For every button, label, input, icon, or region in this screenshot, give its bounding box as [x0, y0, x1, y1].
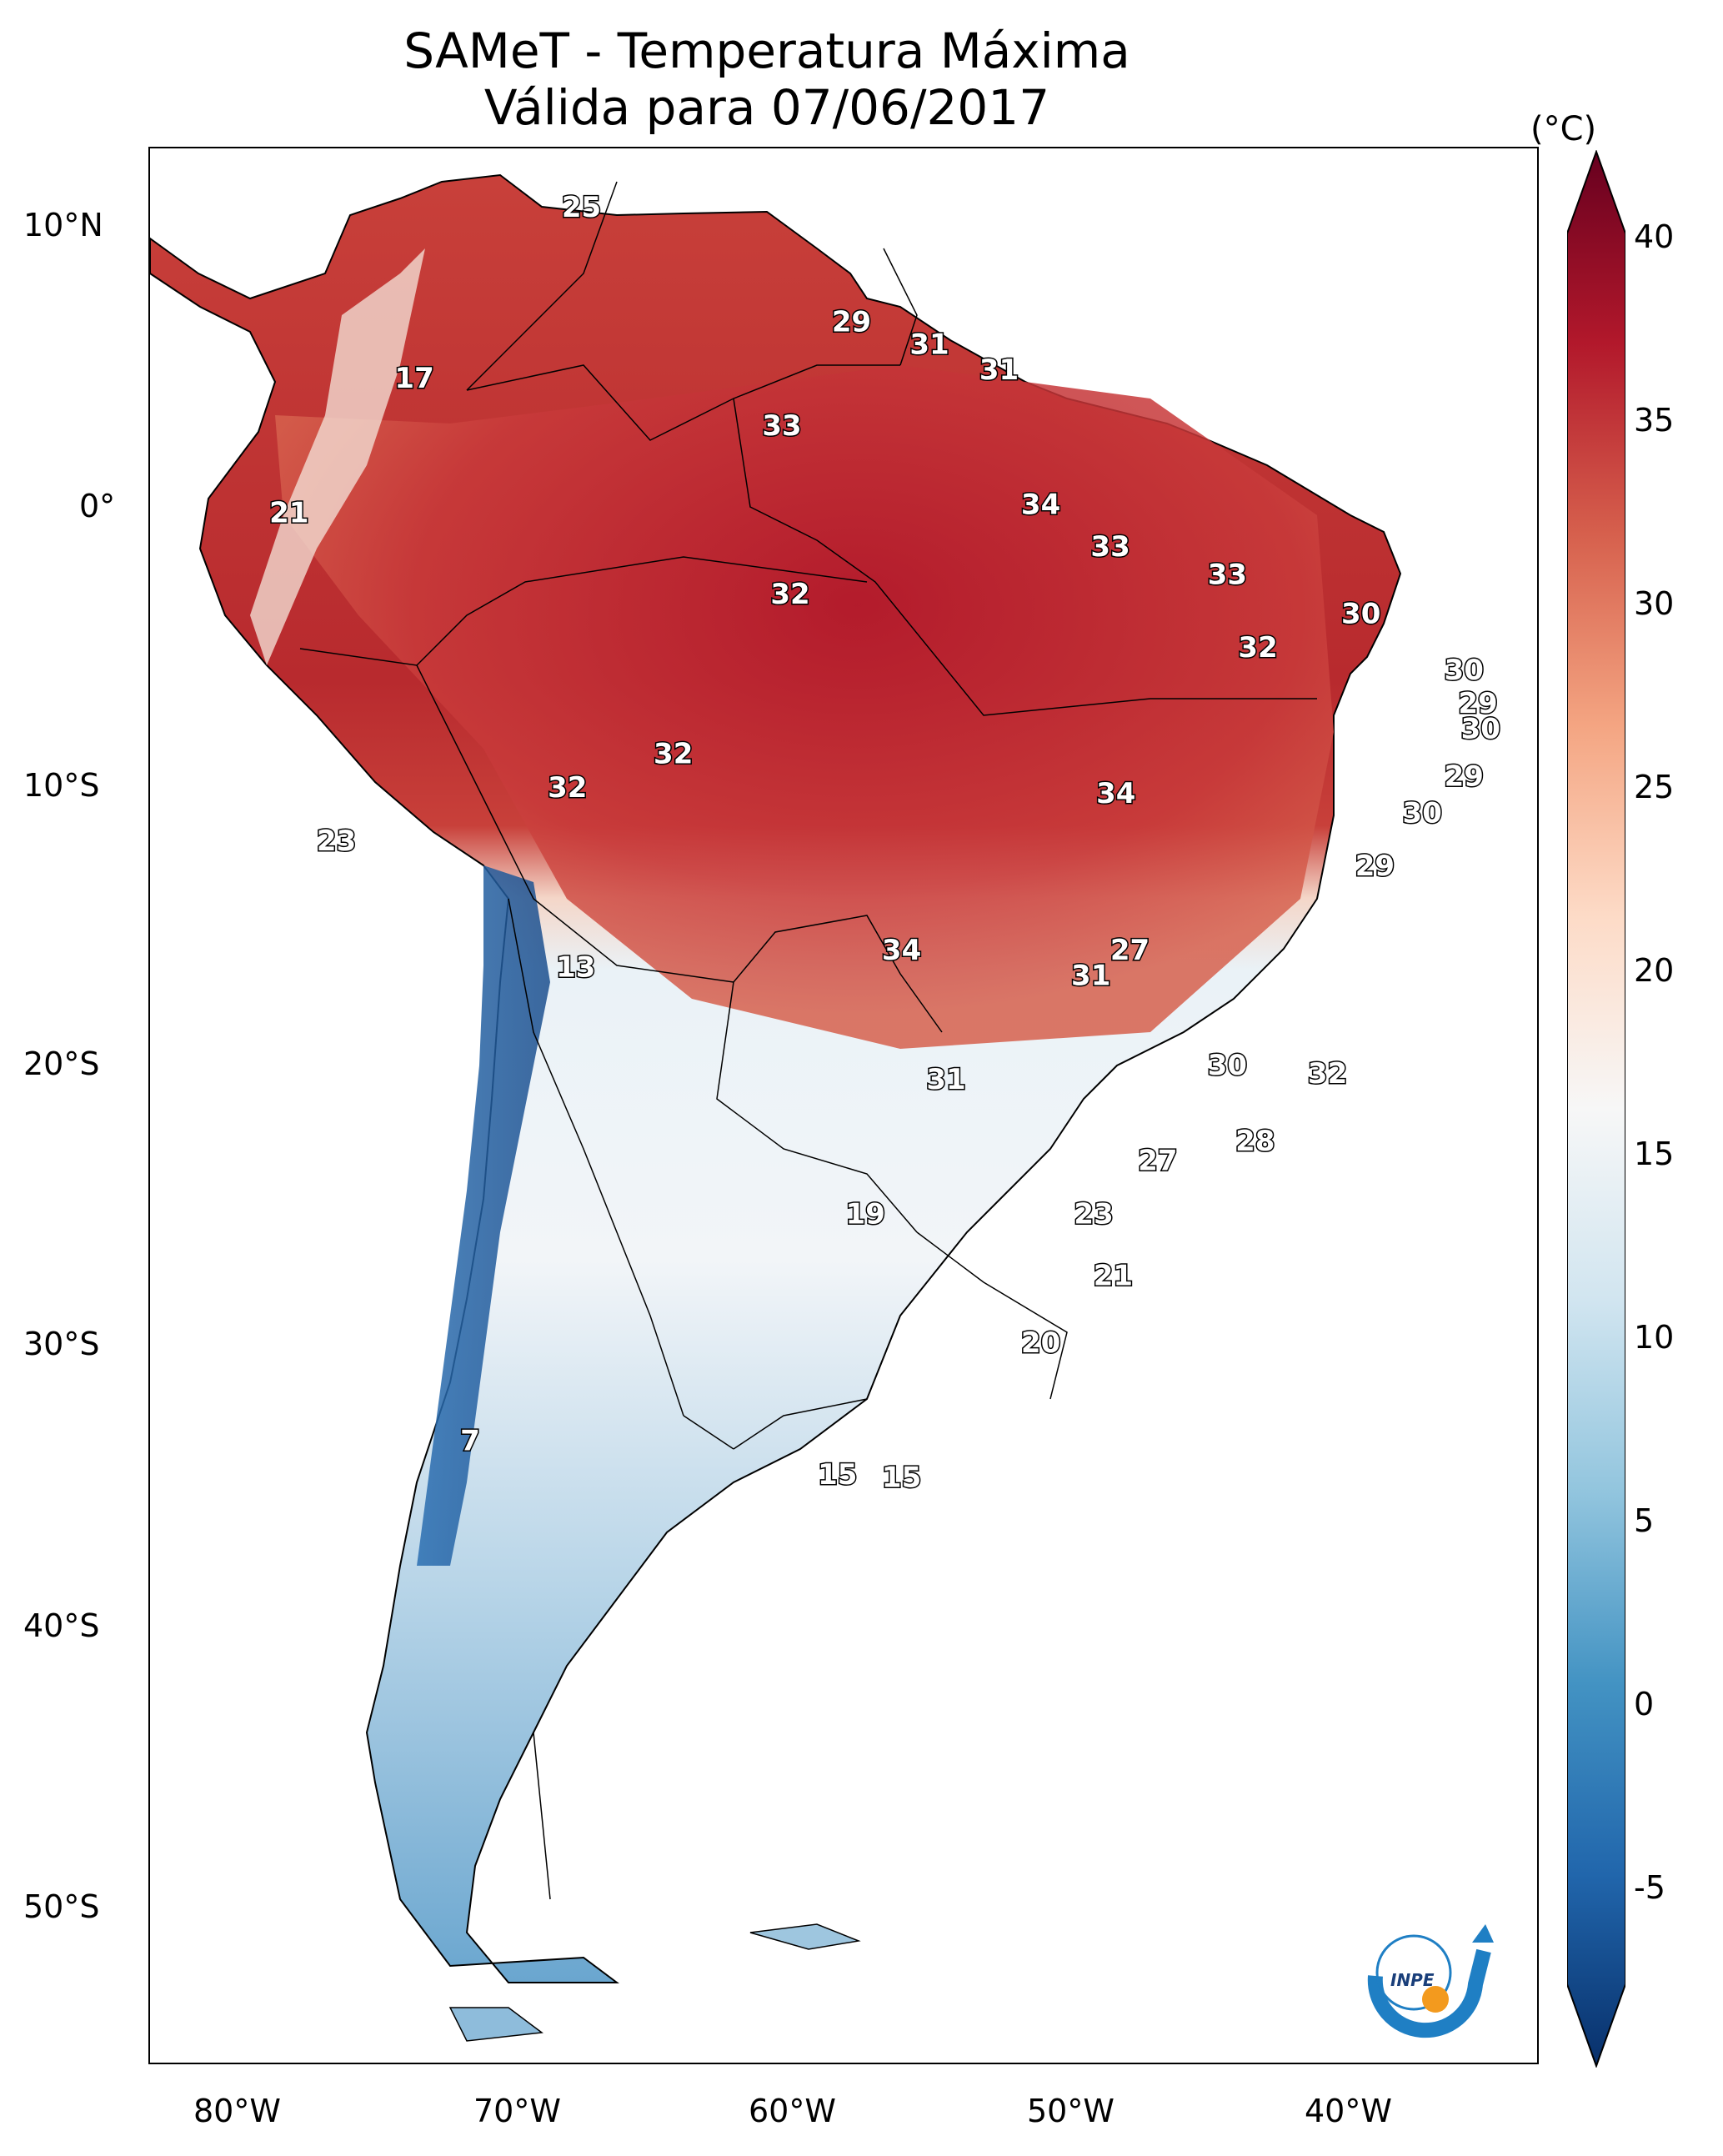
lon-label-80w: 80°W: [193, 2093, 281, 2129]
map-value-label: 30: [1445, 654, 1484, 687]
colorbar-tick-0: 0: [1634, 1686, 1655, 1722]
country-borders: [299, 181, 1317, 1900]
map-value-label: 30: [1461, 712, 1500, 745]
map-value-label: 21: [269, 496, 308, 529]
colorbar-unit: (°C): [1530, 110, 1597, 148]
lon-label-40w: 40°W: [1305, 2093, 1392, 2129]
map-value-label: 32: [770, 578, 809, 611]
map-value-label: 29: [832, 306, 871, 339]
map-value-label: 32: [548, 771, 587, 805]
lat-label-30s: 30°S: [23, 1326, 100, 1362]
colorbar-tick-minus5: -5: [1634, 1869, 1665, 1906]
colorbar: [1567, 150, 1625, 2068]
map-value-label: 15: [882, 1461, 921, 1494]
map-value-label: 13: [556, 950, 595, 984]
map-value-label: 29: [1355, 850, 1395, 883]
lon-label-60w: 60°W: [749, 2093, 836, 2129]
map-value-label: 33: [762, 409, 801, 443]
map-value-label: 31: [979, 353, 1019, 387]
colorbar-tick-30: 30: [1634, 585, 1675, 622]
heat-core: [275, 365, 1334, 1049]
colorbar-tick-40: 40: [1634, 218, 1675, 255]
map-value-label: 33: [1090, 530, 1129, 564]
lon-label-70w: 70°W: [473, 2093, 561, 2129]
map-value-label: 32: [654, 738, 693, 771]
map-value-label: 30: [1208, 1049, 1247, 1082]
map-value-label: 7: [460, 1425, 480, 1458]
andes-cold-band: [250, 248, 550, 1566]
lat-label-10n: 10°N: [23, 207, 103, 243]
islands: [448, 1923, 861, 2042]
map-value-label: 15: [818, 1458, 857, 1492]
map-value-label: 21: [1094, 1259, 1133, 1292]
map-value-label: 23: [1074, 1197, 1113, 1231]
inpe-logo: INPE: [1367, 1924, 1494, 2038]
colorbar-tick-15: 15: [1634, 1136, 1675, 1172]
lat-label-20s: 20°S: [23, 1045, 100, 1082]
map-value-label: 20: [1021, 1326, 1060, 1360]
map-value-label: 27: [1138, 1144, 1177, 1177]
lon-label-50w: 50°W: [1027, 2093, 1114, 2129]
map-value-label: 28: [1235, 1125, 1275, 1158]
map-title: SAMeT - Temperatura Máxima: [403, 23, 1130, 79]
map-value-label: 19: [846, 1197, 885, 1231]
map-value-label: 17: [394, 362, 433, 395]
map-value-label: 31: [926, 1063, 965, 1096]
logo-text: INPE: [1390, 1970, 1435, 1990]
lat-label-10s: 10°S: [23, 767, 100, 804]
map-value-label: 25: [562, 191, 601, 224]
colorbar-tick-5: 5: [1634, 1502, 1655, 1539]
map-value-label: 23: [317, 825, 356, 858]
lat-label-0: 0°: [79, 488, 116, 524]
map-value-label: 31: [909, 328, 949, 362]
map-value-label: 33: [1208, 558, 1247, 591]
map-value-label: 29: [1458, 687, 1497, 720]
colorbar-tick-20: 20: [1634, 952, 1675, 989]
map-value-label: 29: [1445, 760, 1484, 794]
map-value-label: 32: [1308, 1057, 1347, 1091]
map-subtitle: Válida para 07/06/2017: [483, 79, 1050, 136]
colorbar-tick-25: 25: [1634, 769, 1675, 805]
map-panel: 25 29 31 31 17 33 21 34 33 33 32 30 32 30 29 30 32 29 32 34…: [148, 147, 1539, 2064]
colorbar-tick-35: 35: [1634, 402, 1675, 439]
map-value-label: 30: [1341, 598, 1380, 631]
map-value-label: 34: [882, 934, 921, 967]
map-value-label: 31: [1071, 959, 1110, 992]
map-value-label: 30: [1403, 796, 1442, 830]
lat-label-50s: 50°S: [23, 1888, 100, 1925]
lat-label-40s: 40°S: [23, 1607, 100, 1644]
map-value-label: 34: [1021, 488, 1060, 521]
colorbar-tick-10: 10: [1634, 1319, 1675, 1356]
map-value-label: 32: [1238, 631, 1277, 664]
map-value-label: 27: [1110, 934, 1150, 967]
map-value-label: 34: [1096, 777, 1135, 810]
